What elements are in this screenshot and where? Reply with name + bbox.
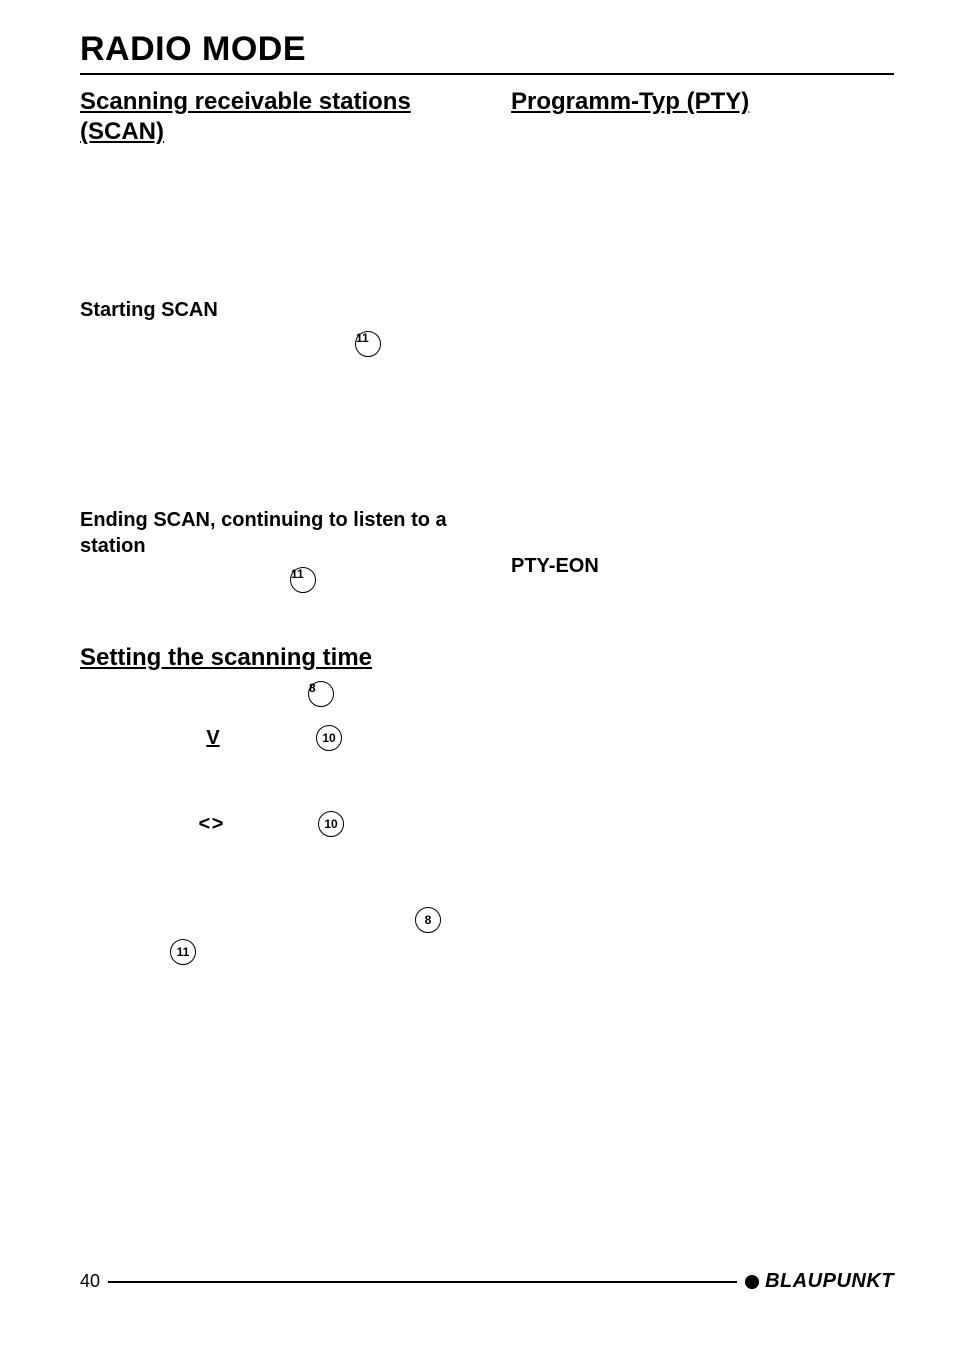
footer-line: 40 BLAUPUNKT: [80, 1270, 894, 1293]
ref-row: 8: [80, 679, 463, 707]
button-ref-8-icon: 8: [308, 681, 334, 707]
manual-page: RADIO MODE Scanning receivable stations …: [0, 0, 954, 1349]
button-ref-11-icon: 11: [355, 331, 381, 357]
footer-rule: [108, 1281, 737, 1283]
button-ref-11-icon: 11: [170, 939, 196, 965]
ref-row-end: 8: [80, 907, 463, 933]
spacer: [80, 593, 463, 643]
heading-scantime: Setting the scanning time: [80, 643, 463, 673]
left-right-icon: < >: [190, 814, 230, 835]
button-ref-10-icon: 10: [316, 725, 342, 751]
heading-ending-scan: Ending SCAN, continuing to listen to a s…: [80, 507, 463, 559]
spacer: [80, 837, 463, 907]
button-ref-8-icon: 8: [415, 907, 441, 933]
ref-row: 11: [80, 329, 463, 357]
spacer: [511, 117, 894, 553]
right-column: Programm-Typ (PTY) PTY-EON: [511, 87, 894, 965]
heading-pty: Programm-Typ (PTY): [511, 87, 894, 117]
spacer: [80, 147, 463, 297]
page-number: 40: [80, 1271, 108, 1292]
spacer: [80, 357, 463, 507]
button-ref-10-icon: 10: [318, 811, 344, 837]
heading-scan: Scanning receivable stations (SCAN): [80, 87, 463, 147]
brand-logo: BLAUPUNKT: [737, 1270, 894, 1293]
ref-row-end2: 11: [80, 939, 463, 965]
page-title: RADIO MODE: [80, 30, 894, 69]
down-icon: V: [200, 728, 226, 749]
brand-text: BLAUPUNKT: [765, 1270, 894, 1293]
nav-down-row: V 10: [200, 725, 463, 751]
ref-row: 11: [80, 565, 463, 593]
button-ref-11-icon: 11: [290, 567, 316, 593]
two-column-layout: Scanning receivable stations (SCAN) Star…: [80, 87, 894, 965]
page-footer: 40 BLAUPUNKT: [80, 1270, 894, 1293]
heading-starting-scan: Starting SCAN: [80, 297, 463, 323]
brand-dot-icon: [745, 1275, 759, 1289]
left-column: Scanning receivable stations (SCAN) Star…: [80, 87, 463, 965]
title-rule: [80, 73, 894, 75]
heading-pty-eon: PTY-EON: [511, 553, 894, 579]
nav-leftright-row: < > 10: [190, 811, 463, 837]
